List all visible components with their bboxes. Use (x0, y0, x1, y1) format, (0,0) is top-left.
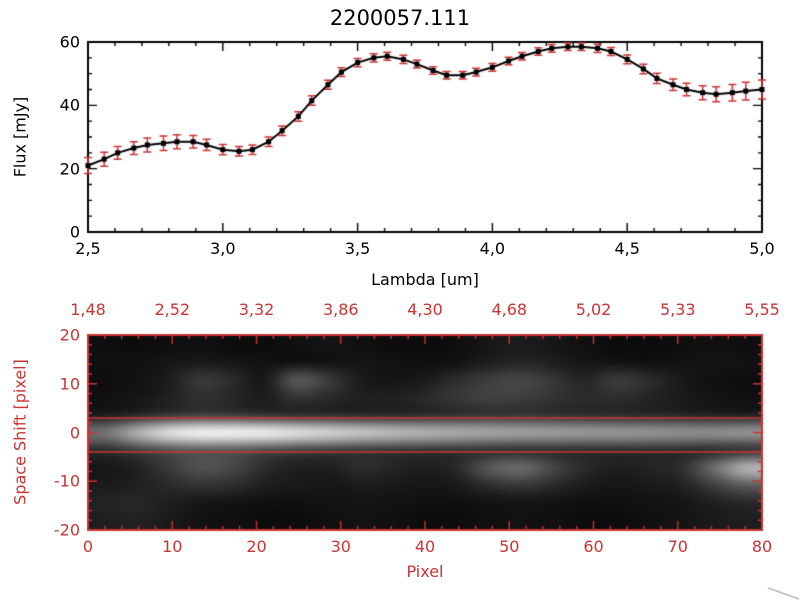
lambda-xtick-label: 4,5 (614, 239, 640, 258)
lambda-xtick-label: 5,0 (749, 239, 775, 258)
flux-axis-label: Flux [mJy] (10, 96, 30, 178)
shift-ytick-label: -10 (53, 471, 80, 491)
pixel-xtick-label: 60 (583, 537, 604, 556)
shift-ytick-label: -20 (53, 520, 80, 540)
lambda-xtick-label: 4,0 (479, 239, 506, 258)
flux-ytick-label: 60 (59, 32, 80, 52)
wavelength-top-label: 4,30 (407, 300, 443, 319)
flux-ytick-label: 20 (59, 159, 80, 179)
flux-ytick-label: 40 (59, 95, 80, 115)
pixel-xtick-label: 30 (330, 537, 351, 556)
wavelength-top-label: 2,52 (154, 300, 191, 319)
pixel-axis-label: Pixel (406, 562, 444, 581)
lambda-xtick-label: 3,5 (344, 239, 371, 258)
lambda-axis-label: Lambda [um] (371, 270, 479, 289)
wavelength-top-label: 4,68 (491, 300, 528, 319)
pixel-xtick-label: 40 (414, 537, 436, 556)
wavelength-top-label: 3,86 (322, 300, 359, 319)
pixel-xtick-label: 0 (82, 537, 94, 556)
flux-ytick-label: 0 (69, 222, 80, 242)
pixel-xtick-label: 70 (667, 537, 688, 556)
pixel-xtick-label: 10 (162, 537, 183, 556)
shift-ytick-label: 0 (69, 423, 80, 442)
pixel-xtick-label: 50 (499, 537, 520, 556)
space-shift-axis-label: Space Shift [pixel] (10, 359, 30, 505)
shift-ytick-label: 20 (59, 325, 80, 345)
page-title: 2200057.111 (329, 6, 471, 30)
lambda-xtick-label: 2,5 (75, 239, 101, 258)
shift-ytick-label: 10 (59, 374, 80, 394)
pixel-xtick-label: 20 (246, 537, 267, 556)
wavelength-top-label: 5,02 (575, 300, 612, 319)
wavelength-top-label: 3,32 (238, 300, 275, 319)
lambda-xtick-label: 3,0 (210, 239, 236, 258)
wavelength-top-label: 1,48 (70, 300, 106, 319)
pixel-xtick-label: 80 (751, 537, 773, 556)
wavelength-top-label: 5,55 (744, 300, 780, 319)
wavelength-top-label: 5,33 (659, 300, 696, 319)
